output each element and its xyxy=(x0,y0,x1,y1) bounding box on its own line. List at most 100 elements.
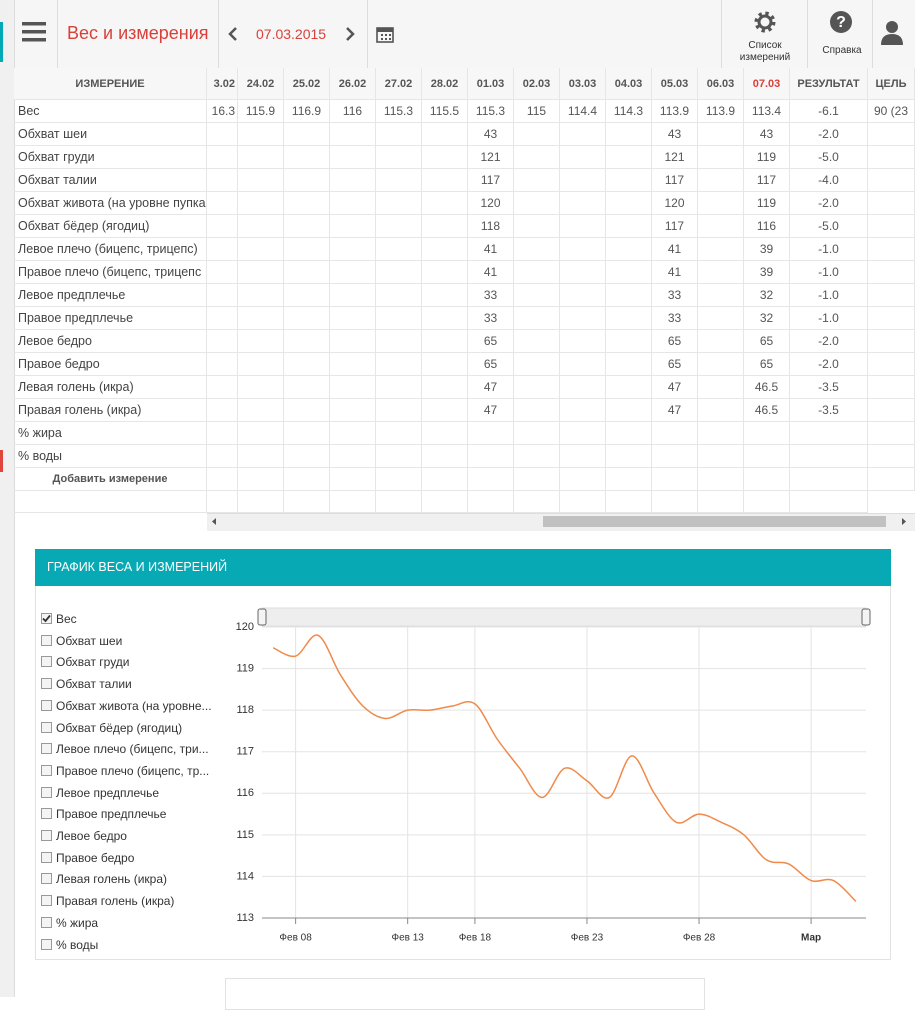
series-option[interactable]: Правая голень (икра) xyxy=(41,894,174,908)
table-cell xyxy=(422,123,468,146)
checkbox[interactable] xyxy=(41,699,52,711)
row-name: % жира xyxy=(14,422,207,445)
scroll-right[interactable] xyxy=(900,516,908,527)
table-cell: 65 xyxy=(744,353,790,376)
chart-panel-header xyxy=(35,549,891,586)
checkbox[interactable] xyxy=(41,916,52,928)
checkbox[interactable] xyxy=(41,895,52,907)
table-cell xyxy=(284,169,330,192)
table-cell: -1.0 xyxy=(790,307,868,330)
scroll-thumb[interactable] xyxy=(543,516,886,527)
checkbox[interactable] xyxy=(41,634,52,646)
option-label: Обхват живота (на уровне... xyxy=(56,698,212,713)
option-label: Левое предплечье xyxy=(56,785,160,800)
measurements-list-button[interactable]: Список измерений xyxy=(739,40,791,63)
table-cell: 116 xyxy=(330,100,376,123)
series-option[interactable]: Обхват талии xyxy=(41,677,132,691)
series-option[interactable]: Левое плечо (бицепс, три... xyxy=(41,742,209,756)
checkbox[interactable] xyxy=(41,808,52,820)
checkbox[interactable] xyxy=(41,764,52,776)
series-option[interactable]: Вес xyxy=(41,612,77,626)
table-cell xyxy=(560,192,606,215)
series-option[interactable]: Обхват шеи xyxy=(41,634,122,648)
range-handle[interactable] xyxy=(257,608,267,626)
help-button[interactable]: Справка xyxy=(822,45,862,56)
scroll-left[interactable] xyxy=(210,516,218,527)
table-cell xyxy=(284,146,330,169)
checkbox[interactable] xyxy=(41,721,52,733)
table-cell xyxy=(238,376,284,399)
checkbox[interactable] xyxy=(41,873,52,885)
table-cell: 47 xyxy=(652,376,698,399)
table-cell xyxy=(514,399,560,422)
table-cell xyxy=(284,330,330,353)
table-cell xyxy=(422,284,468,307)
table-cell: 41 xyxy=(468,261,514,284)
series-option[interactable]: Левая голень (икра) xyxy=(41,872,167,886)
table-cell xyxy=(606,238,652,261)
series-option[interactable]: Обхват живота (на уровне... xyxy=(41,699,212,713)
user-icon[interactable] xyxy=(880,20,904,46)
table-cell xyxy=(698,468,744,491)
table-cell xyxy=(238,353,284,376)
table-cell xyxy=(514,192,560,215)
checkbox[interactable] xyxy=(41,830,52,841)
table-cell xyxy=(606,215,652,238)
checkbox[interactable] xyxy=(41,938,52,950)
series-option[interactable]: Обхват груди xyxy=(41,655,130,669)
table-cell: 115.3 xyxy=(376,100,422,123)
table-cell xyxy=(468,468,514,491)
add-measurement-link[interactable]: Добавить измерение xyxy=(14,468,207,491)
table-cell xyxy=(560,238,606,261)
option-label: Обхват груди xyxy=(56,655,130,670)
table-cell xyxy=(560,307,606,330)
checkbox[interactable] xyxy=(41,851,52,863)
series-option[interactable]: Левое бедро xyxy=(41,829,127,843)
table-cell xyxy=(698,376,744,399)
series-option[interactable]: Правое предплечье xyxy=(41,807,166,821)
next-date[interactable] xyxy=(344,26,356,42)
table-cell xyxy=(284,238,330,261)
checkbox[interactable] xyxy=(41,613,52,624)
table-cell xyxy=(330,215,376,238)
series-option[interactable]: Правое бедро xyxy=(41,851,134,865)
x-tick-label: Фев 23 xyxy=(571,933,604,944)
table-cell xyxy=(514,353,560,376)
series-option[interactable]: Левое предплечье xyxy=(41,786,159,800)
table-cell xyxy=(560,376,606,399)
prev-date[interactable] xyxy=(227,26,239,42)
table-cell xyxy=(606,376,652,399)
series-option[interactable]: % жира xyxy=(41,916,98,930)
checkbox[interactable] xyxy=(41,743,52,755)
range-selector[interactable] xyxy=(261,607,867,627)
series-option[interactable]: Обхват бёдер (ягодиц) xyxy=(41,721,182,735)
table-cell xyxy=(376,445,422,468)
table-cell xyxy=(330,123,376,146)
table-cell xyxy=(422,330,468,353)
series-option[interactable]: % воды xyxy=(41,938,98,952)
option-label: % жира xyxy=(56,915,99,930)
table-cell xyxy=(376,192,422,215)
checkbox[interactable] xyxy=(41,678,52,690)
side-marker xyxy=(0,22,3,62)
table-cell xyxy=(207,330,238,353)
series-option[interactable]: Правое плечо (бицепс, тр... xyxy=(41,764,209,778)
table-cell xyxy=(698,399,744,422)
help-icon[interactable]: ? xyxy=(829,10,853,34)
table-cell xyxy=(422,238,468,261)
table-cell xyxy=(698,215,744,238)
column-header: 04.03 xyxy=(606,68,652,100)
table-cell: 121 xyxy=(468,146,514,169)
calendar-button[interactable] xyxy=(376,25,394,43)
checkbox[interactable] xyxy=(41,656,52,668)
checkbox[interactable] xyxy=(41,786,52,798)
table-cell: 116 xyxy=(744,215,790,238)
table-cell xyxy=(376,215,422,238)
range-handle[interactable] xyxy=(861,608,871,626)
table-cell: 114.4 xyxy=(560,100,606,123)
table-cell xyxy=(376,330,422,353)
table-cell xyxy=(560,445,606,468)
table-cell xyxy=(207,215,238,238)
settings-icon[interactable] xyxy=(753,10,777,34)
menu-button[interactable] xyxy=(22,20,48,44)
